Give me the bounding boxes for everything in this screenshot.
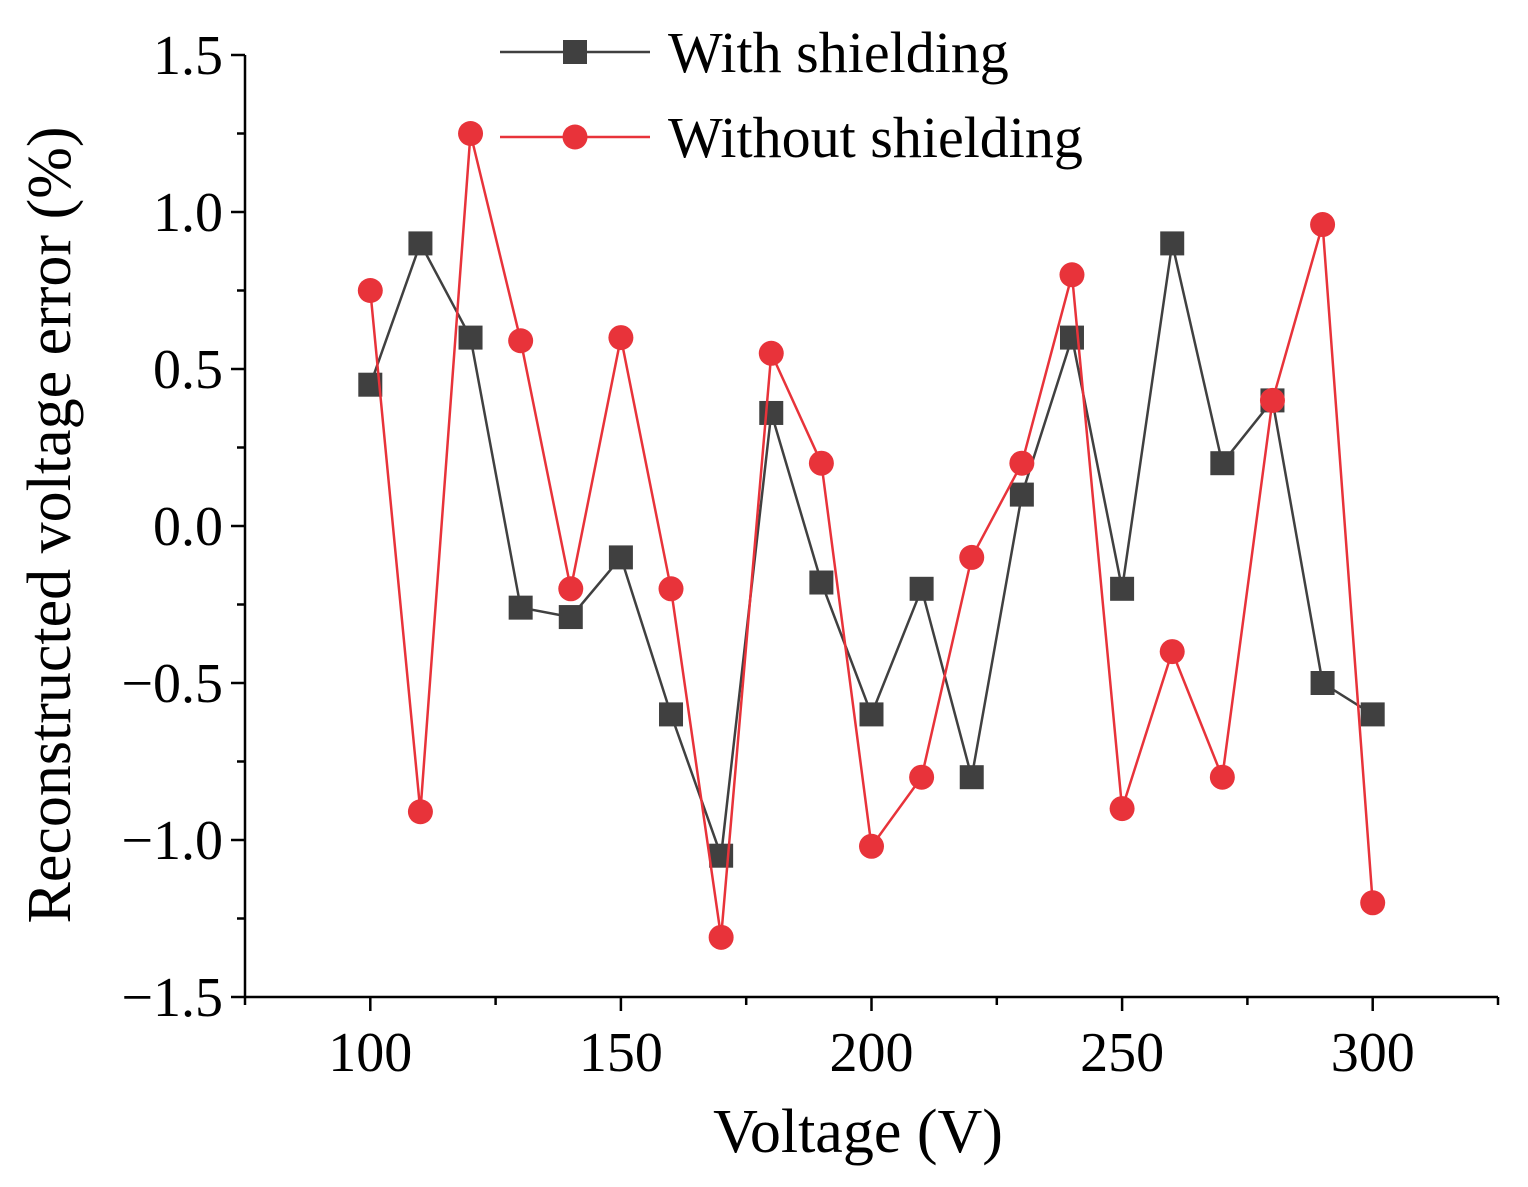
data-point (357, 278, 383, 303)
y-tick-label: −1.0 (121, 810, 223, 872)
data-point (508, 328, 534, 354)
data-point (959, 544, 985, 570)
data-point (608, 325, 634, 351)
y-tick-label: 0.0 (153, 496, 223, 558)
data-point (759, 400, 784, 425)
data-point (1210, 451, 1235, 476)
data-point (909, 764, 935, 790)
data-point (1159, 639, 1185, 665)
series-line (369, 133, 1374, 938)
data-point (1259, 387, 1285, 413)
series-without-shielding (357, 121, 1386, 950)
data-point (809, 570, 834, 595)
data-point (558, 576, 584, 602)
data-point (708, 924, 734, 950)
data-point (1310, 212, 1336, 238)
data-point (608, 545, 633, 570)
legend-marker (563, 40, 587, 64)
legend-label: Without shielding (668, 105, 1083, 170)
data-point (808, 450, 834, 476)
legend-item: Without shielding (500, 105, 1083, 170)
series-layer (357, 121, 1386, 950)
data-point (1059, 262, 1085, 288)
data-point (658, 576, 684, 602)
data-point (909, 576, 934, 601)
legend-marker (562, 124, 588, 150)
data-point (508, 595, 533, 620)
x-tick-label: 200 (830, 1022, 914, 1084)
axes-layer: −1.5 −1.0 −0.5 0.0 0.5 1.0 1.5 100 150 200 250 300 (121, 25, 1500, 1084)
data-point (859, 833, 884, 859)
data-point (1110, 576, 1135, 601)
data-point (1209, 764, 1235, 790)
x-tick-label: 250 (1080, 1022, 1164, 1084)
data-point (1160, 231, 1185, 256)
y-tick-label: −0.5 (121, 653, 223, 715)
y-axis-title: Reconstructed voltage error (%) (16, 126, 84, 923)
legend-label: With shielding (668, 20, 1009, 85)
x-tick-label: 100 (328, 1022, 412, 1084)
data-point (1059, 325, 1084, 350)
data-point (458, 121, 484, 146)
data-point (1360, 890, 1386, 916)
data-point (959, 765, 984, 790)
data-point (1009, 450, 1035, 476)
legend-item: With shielding (500, 20, 1009, 85)
data-point (859, 702, 884, 727)
y-tick-label: 1.0 (153, 182, 223, 244)
data-point (458, 325, 483, 350)
y-tick-label: 0.5 (153, 339, 223, 401)
data-point (407, 799, 433, 825)
data-point (1360, 702, 1385, 727)
data-point (758, 340, 784, 366)
x-axis-title: Voltage (V) (713, 1098, 1003, 1166)
data-point (659, 702, 684, 727)
data-point (558, 605, 583, 630)
data-point (1009, 482, 1034, 507)
legend: With shielding Without shielding (500, 20, 1083, 170)
data-point (1109, 796, 1135, 822)
y-tick-label: −1.5 (121, 967, 223, 1029)
x-tick-label: 300 (1331, 1022, 1415, 1084)
y-tick-label: 1.5 (153, 25, 223, 87)
data-point (408, 231, 433, 256)
x-tick-label: 150 (579, 1022, 663, 1084)
data-point (1310, 671, 1335, 695)
